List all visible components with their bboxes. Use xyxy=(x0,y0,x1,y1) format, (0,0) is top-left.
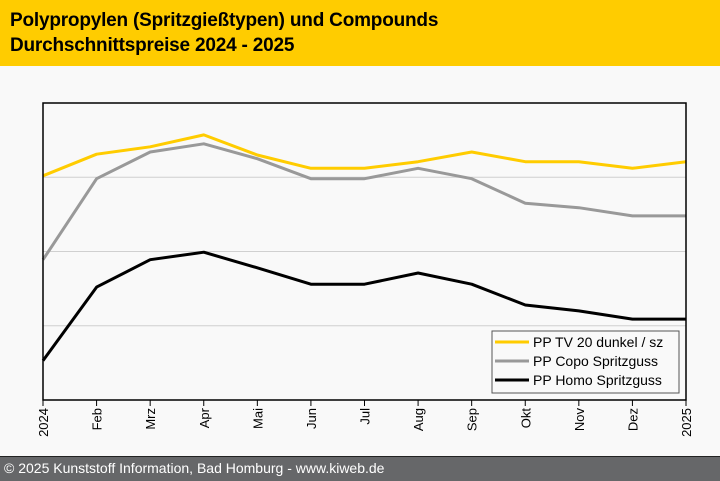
x-tick-label-0: 2024 xyxy=(36,408,51,437)
x-tick-label-9: Okt xyxy=(518,408,533,429)
x-tick-label-6: Jul xyxy=(358,408,373,425)
x-tick-label-10: Nov xyxy=(572,408,587,432)
x-tick-label-7: Aug xyxy=(411,408,426,431)
x-tick-label-11: Dez xyxy=(625,408,640,431)
legend-label-2: PP Homo Spritzguss xyxy=(533,372,662,388)
footer-bar: © 2025 Kunststoff Information, Bad Hombu… xyxy=(0,456,720,481)
x-tick-label-3: Apr xyxy=(197,407,212,428)
x-tick-label-1: Feb xyxy=(90,408,105,430)
gridlines xyxy=(43,177,686,326)
legend: PP TV 20 dunkel / sz PP Copo Spritzguss PP… xyxy=(492,331,679,393)
x-axis: 2024 Feb Mrz Apr Mai Jun Jul Aug Sep Okt Nov Dez 202… xyxy=(36,400,694,437)
legend-label-0: PP TV 20 dunkel / sz xyxy=(533,334,663,350)
series-line-1 xyxy=(43,144,686,260)
x-tick-label-12: 2025 xyxy=(679,408,694,437)
copyright-text: © 2025 Kunststoff Information, Bad Hombu… xyxy=(4,460,384,476)
x-tick-label-4: Mai xyxy=(250,408,265,429)
series-line-0 xyxy=(43,135,686,176)
x-tick-label-5: Jun xyxy=(304,408,319,429)
x-tick-label-8: Sep xyxy=(465,408,480,431)
x-tick-label-2: Mrz xyxy=(143,408,158,430)
series-lines xyxy=(43,135,686,361)
legend-label-1: PP Copo Spritzguss xyxy=(533,353,658,369)
